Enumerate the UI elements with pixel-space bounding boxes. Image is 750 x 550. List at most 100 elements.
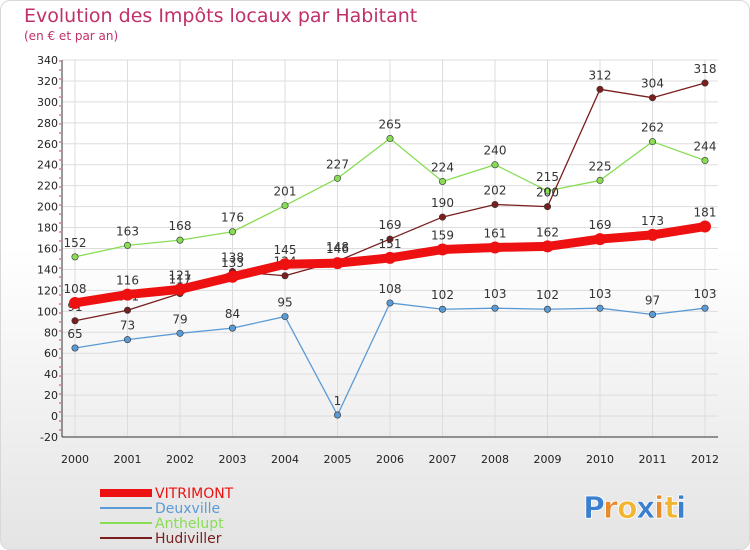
y-tick-label: 120 [37,284,58,297]
data-label: 1 [334,394,342,408]
data-label: 138 [221,251,244,265]
data-label: 151 [379,237,402,251]
data-point [438,213,446,221]
data-point [489,241,501,254]
data-label: 152 [64,236,87,250]
data-label: 318 [694,62,717,76]
data-label: 224 [431,160,454,174]
series-vitrimont: 108 116 121 133 145 146 151 159 161 162 169 173 181 [64,206,716,309]
series-deuxville: 65 73 79 84 95 1 108 102 103 102 103 97 103 [67,282,716,419]
y-tick-label: 180 [37,222,58,235]
data-point [281,202,289,210]
logo-letter: x [636,491,655,526]
x-tick-label: 2002 [166,453,194,466]
logo-letter: i [654,491,664,526]
data-point [124,306,132,314]
data-label: 95 [277,296,292,310]
legend-label: VITRIMONT [155,486,234,502]
data-label: 145 [274,243,297,257]
data-label: 103 [589,287,612,301]
data-label: 161 [484,226,507,240]
data-point [543,203,551,211]
logo-letter: r [603,491,618,526]
legend-label: Anthelupt [155,516,224,532]
x-tick-label: 2000 [61,453,89,466]
data-point [279,258,291,271]
data-point [386,235,394,243]
data-label: 201 [274,185,297,199]
data-point [543,305,551,313]
logo-letter: t [664,491,678,526]
legend-label: Hudiviller [155,531,222,547]
y-tick-label: 280 [37,117,58,130]
data-label: 103 [484,287,507,301]
data-label: 169 [589,218,612,232]
data-label: 176 [221,211,244,225]
x-tick-label: 2011 [639,453,667,466]
data-point [491,201,499,209]
data-point [121,288,134,301]
data-label: 227 [326,157,349,171]
data-label: 240 [484,144,507,158]
y-tick-label: 340 [37,54,58,67]
data-point [543,187,551,195]
data-point [701,79,709,87]
data-point [541,240,554,253]
data-label: 65 [67,327,82,341]
logo-letter: i [676,491,686,526]
data-label: 102 [536,288,559,302]
data-point [174,283,186,296]
data-point [491,304,499,312]
logo-letter: o [617,491,638,526]
data-point [596,304,604,312]
y-tick-label: 40 [44,368,58,381]
data-point [384,251,396,264]
data-label: 121 [169,268,192,282]
data-label: 84 [225,307,240,321]
x-tick-label: 2001 [114,453,142,466]
data-point [226,270,239,283]
x-tick-label: 2008 [481,453,509,466]
data-label: 108 [379,282,402,296]
y-tick-label: 80 [44,326,58,339]
data-label: 163 [116,224,139,238]
y-tick-label: 200 [37,201,58,214]
data-point [229,228,237,236]
data-point [596,85,604,93]
x-tick-label: 2006 [376,453,404,466]
y-tick-label: 160 [37,243,58,256]
data-point [648,310,656,318]
data-point [648,138,656,146]
data-label: 148 [326,240,349,254]
data-point [333,411,341,419]
x-tick-label: 2007 [429,453,457,466]
data-label: 225 [589,159,612,173]
data-point [71,344,79,352]
legend-label: Deuxville [155,501,220,517]
y-tick-label: 260 [37,138,58,151]
data-point [333,174,341,182]
data-point [71,317,79,325]
y-tick-label: 220 [37,180,58,193]
series-anthelupt: 152 163 168 176 201 227 265 224 240 215 225 262 244 [64,118,716,261]
y-tick-label: 0 [51,410,58,423]
data-point [281,272,289,280]
logo-letter: P [583,491,605,526]
data-point [281,313,289,321]
y-tick-label: 320 [37,75,58,88]
y-tick-label: 140 [37,263,58,276]
data-point [69,296,81,309]
data-label: 202 [484,184,507,198]
chart-subtitle: (en € et par an) [24,29,118,43]
data-label: 200 [536,186,559,200]
data-label: 312 [589,68,612,82]
data-label: 173 [641,214,664,228]
data-label: 215 [536,170,559,184]
y-tick-label: -20 [40,431,58,444]
data-label: 262 [641,121,664,135]
data-label: 117 [169,273,192,287]
data-point [646,228,659,241]
data-point [176,329,184,337]
